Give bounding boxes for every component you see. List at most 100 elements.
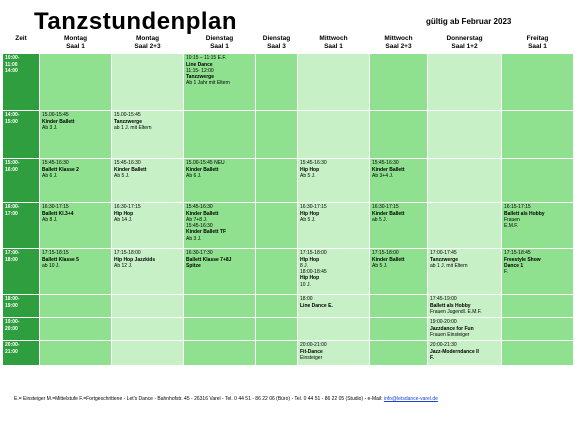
time-slot-label: 14:00- 15:00 (2, 110, 40, 160)
time-label-line: 14:00- (5, 112, 20, 119)
class-name: Tanzzwerge (114, 118, 142, 125)
empty-slot (255, 248, 298, 296)
class-name: Dance 1 (504, 262, 524, 269)
class-detail: 16:15-17:15 (504, 204, 531, 211)
footer-text: E.= Einsteiger M.=Mittelstufe F.=Fortges… (14, 396, 384, 402)
class-name: Kinder Ballett (186, 210, 219, 217)
class-detail: 20:00-21:30 (430, 342, 457, 349)
class-name: Ballett als Hobby (430, 302, 471, 309)
class-detail: 17:15-18:15 (42, 250, 69, 257)
column-header-day: Mittwoch (319, 35, 348, 42)
empty-slot (111, 317, 184, 342)
time-slot-label: 20:00- 21:00 (2, 340, 40, 367)
class-detail: 15.00-15:45 NEU (186, 160, 225, 167)
time-slot-row: 20:00- 21:00 20:00-21:00 Fit-Dance Einsteige… (2, 340, 574, 367)
class-detail: ab 1 J. mit Eltern (430, 262, 468, 269)
class-detail: 10:15 – 11:15 E.F. (186, 55, 227, 62)
column-header-room: Saal 2+3 (134, 43, 161, 51)
class-entry: 16:15-17:15 Ballett als Hobby Frauen E.M.F. (501, 202, 574, 250)
class-detail: 11:15- 12:00 (186, 67, 214, 74)
time-label-line: 14:00 (5, 67, 18, 74)
class-detail: 17:15-18:45 (504, 250, 531, 257)
class-name: Ballett Klasse 2 (42, 166, 79, 173)
class-entry: 16:30-17:30 Ballett Klasse 7+8J Spitze (183, 248, 256, 296)
class-detail: Ab 5 J. (300, 216, 316, 223)
class-detail: Ab 6 J. (42, 172, 58, 179)
column-header-5: Mittwoch Saal 1 (297, 34, 370, 54)
class-entry: 18:00 Line Dance E. (297, 294, 370, 319)
time-label-line: 19:00- (5, 319, 20, 326)
class-name: Hip Hop (114, 210, 134, 217)
empty-slot (39, 317, 112, 342)
class-entry: 16:30-17:15 Ballett Kl.3+4 Ab 8 J. (39, 202, 112, 250)
time-slot-row: 17:00- 18:00 17:15-18:15 Ballett Klasse 5 ab… (2, 248, 574, 296)
class-name: Line Dance (186, 61, 213, 68)
class-detail: Ab 3+4 J. (372, 172, 394, 179)
time-label-line: 11:00 (5, 61, 18, 68)
empty-slot (427, 202, 502, 250)
time-slot-label: 19:00- 20:00 (2, 317, 40, 342)
time-label-line: 20:00- (5, 342, 20, 349)
class-detail: Frauen Einsteiger (430, 331, 470, 338)
column-header-day: Donnerstag (446, 35, 483, 42)
empty-slot (297, 317, 370, 342)
empty-slot (255, 340, 298, 367)
empty-slot (183, 340, 256, 367)
class-name: Hip Hop (300, 256, 320, 263)
column-header-7: Donnerstag Saal 1+2 (427, 34, 502, 54)
class-name: Spitze (186, 262, 201, 269)
column-header-3: Dienstag Saal 1 (183, 34, 256, 54)
class-detail: Ab 3 J. (42, 124, 58, 131)
column-header-day: Dienstag (205, 35, 234, 42)
empty-slot (427, 53, 502, 112)
time-slot-row: 18:00- 19:00 18:00 Line Dance E. 17:45-19:00… (2, 294, 574, 319)
empty-slot (255, 158, 298, 204)
time-label-line: 17:00- (5, 250, 20, 257)
class-detail: ab 5 J. (372, 216, 388, 223)
class-entry: 17:15-18:00 Hip Hop 8 J. 18:00-18:45 Hip Hop… (297, 248, 370, 296)
time-slot-label: 10:00- 11:00 14:00 (2, 53, 40, 112)
class-entry: 17:15-18:15 Ballett Klasse 5 ab 10 J. (39, 248, 112, 296)
class-detail: 17:45-19:00 (430, 296, 457, 303)
class-detail: F. (504, 269, 508, 275)
empty-slot (255, 110, 298, 160)
column-header-room: Saal 1+2 (451, 43, 478, 51)
column-header-room: Saal 1 (210, 43, 229, 51)
class-entry: 15.00-15:45 NEU Kinder Ballett Ab 6 J. (183, 158, 256, 204)
column-header-room: Saal 1 (324, 43, 343, 51)
empty-slot (183, 317, 256, 342)
empty-slot (111, 340, 184, 367)
column-header-4: Dienstag Saal 3 (255, 34, 298, 54)
class-name: Hip Hop Jazzkids (114, 256, 156, 263)
class-detail: Ab 1 Jahr mit Eltern (186, 80, 230, 87)
email-link[interactable]: info@letsdance-varel.de (383, 396, 438, 402)
column-header-day: Montag (135, 35, 160, 42)
class-detail: 15.00-15:45 (42, 112, 69, 119)
class-entry: 15:45-16:30 Kinder Ballett Ab 5 J. (111, 158, 184, 204)
class-detail: Frauen Jugendl. E.M.F. (430, 308, 482, 315)
class-detail: 15:45-16:30 (114, 160, 141, 167)
class-detail: 15.00-15:45 (114, 112, 141, 119)
empty-slot (369, 53, 428, 112)
class-entry: 17:45-19:00 Ballett als Hobby Frauen Jugen… (427, 294, 502, 319)
class-detail: 15:45-16:30 (372, 160, 399, 167)
class-detail: 16:30-17:30 (186, 250, 213, 257)
class-detail: 17:00-17:45 (430, 250, 457, 257)
class-name: Ballett Kl.3+4 (42, 210, 74, 217)
time-slot-row: 19:00- 20:00 19:00-20:00 Jazzdance for Fun F… (2, 317, 574, 342)
class-name: Ballett Klasse 7+8J (186, 256, 232, 263)
empty-slot (369, 340, 428, 367)
class-name: Ballett Klasse 5 (42, 256, 79, 263)
class-detail: 19:00-20:00 (430, 319, 457, 326)
schedule-header-row: Zeit Montag Saal 1 Montag Saal 2+3 Dienstag Sa… (2, 34, 574, 54)
empty-slot (39, 294, 112, 319)
class-name: Tanzzwerge (430, 256, 458, 263)
class-entry: 15:45-16:30 Kinder Ballett Ab 3+4 J. (369, 158, 428, 204)
column-header-2: Montag Saal 2+3 (111, 34, 184, 54)
empty-slot (501, 158, 574, 204)
class-entry: 15:45-16:30 Hip Hop Ab 5 J. (297, 158, 370, 204)
empty-slot (501, 317, 574, 342)
class-entry: 15.00-15:45 Tanzzwerge ab 1 J. mit Eltern (111, 110, 184, 160)
time-slot-row: 16:00- 17:00 16:30-17:15 Ballett Kl.3+4 Ab 8… (2, 202, 574, 250)
column-header-1: Montag Saal 1 (39, 34, 112, 54)
